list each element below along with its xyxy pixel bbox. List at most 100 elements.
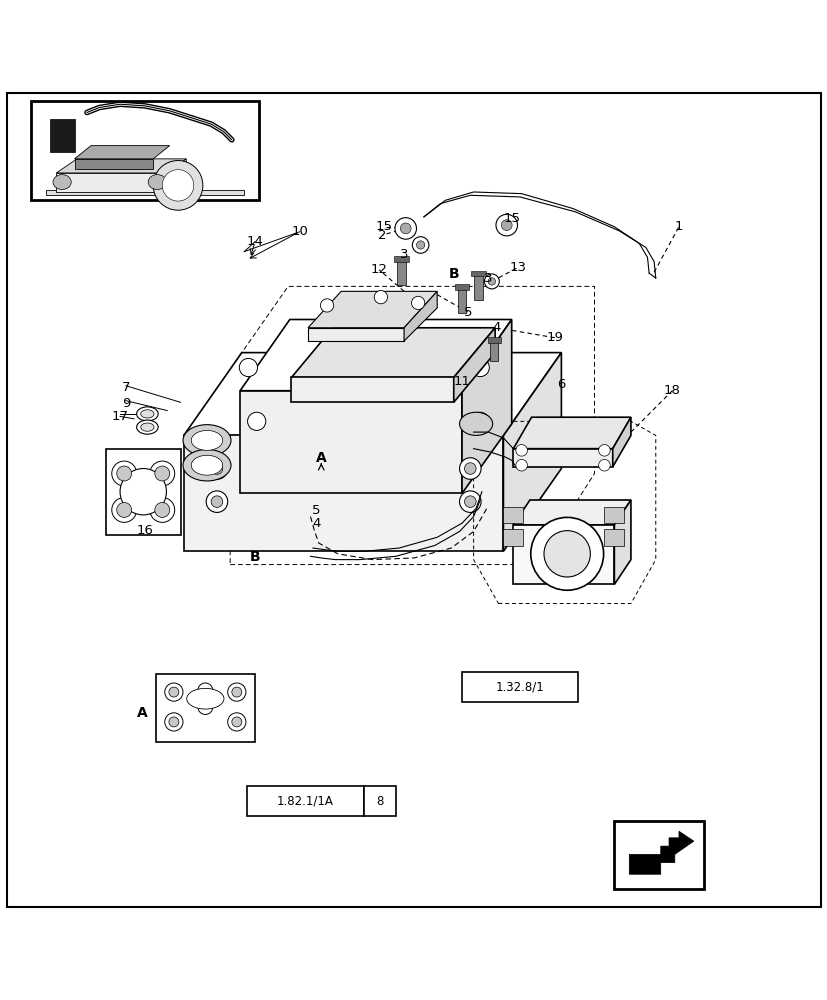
Ellipse shape xyxy=(459,412,492,435)
Text: 1.32.8/1: 1.32.8/1 xyxy=(495,681,543,694)
Circle shape xyxy=(247,412,265,430)
Ellipse shape xyxy=(136,407,158,421)
Polygon shape xyxy=(308,328,404,341)
Bar xyxy=(246,786,364,816)
Circle shape xyxy=(206,458,227,479)
Text: 13: 13 xyxy=(509,261,526,274)
Ellipse shape xyxy=(183,425,231,456)
Polygon shape xyxy=(404,291,437,341)
Circle shape xyxy=(155,466,170,481)
Text: 18: 18 xyxy=(663,384,680,397)
Polygon shape xyxy=(503,353,561,551)
Circle shape xyxy=(155,502,170,517)
Ellipse shape xyxy=(187,688,223,709)
Circle shape xyxy=(198,683,213,698)
Bar xyxy=(503,507,523,523)
Text: 7: 7 xyxy=(122,381,130,394)
Text: B: B xyxy=(448,267,458,281)
Ellipse shape xyxy=(162,170,194,201)
Circle shape xyxy=(117,502,131,517)
Circle shape xyxy=(501,220,511,230)
Circle shape xyxy=(412,237,428,253)
Polygon shape xyxy=(240,391,461,493)
Polygon shape xyxy=(74,146,170,159)
Text: A: A xyxy=(316,451,326,465)
Polygon shape xyxy=(513,417,630,449)
Text: 1.82.1/1A: 1.82.1/1A xyxy=(277,795,333,808)
Ellipse shape xyxy=(141,423,154,431)
Circle shape xyxy=(320,299,333,312)
Text: 4: 4 xyxy=(492,321,500,334)
Circle shape xyxy=(495,214,517,236)
Circle shape xyxy=(227,713,246,731)
Text: 12: 12 xyxy=(370,263,387,276)
Circle shape xyxy=(598,445,609,456)
Text: 9: 9 xyxy=(122,397,130,410)
Polygon shape xyxy=(155,674,255,742)
Bar xyxy=(364,786,395,816)
Circle shape xyxy=(198,700,213,714)
Text: A: A xyxy=(137,706,147,720)
Ellipse shape xyxy=(191,455,222,475)
Ellipse shape xyxy=(183,449,231,481)
Text: 8: 8 xyxy=(376,795,383,808)
Polygon shape xyxy=(614,500,630,584)
Polygon shape xyxy=(165,159,186,192)
Polygon shape xyxy=(74,159,153,169)
Text: B: B xyxy=(250,550,260,564)
Circle shape xyxy=(515,445,527,456)
Polygon shape xyxy=(513,525,614,584)
Circle shape xyxy=(211,496,222,507)
Circle shape xyxy=(411,296,424,310)
Polygon shape xyxy=(612,417,630,467)
Bar xyxy=(487,337,500,343)
Circle shape xyxy=(150,461,174,486)
Polygon shape xyxy=(56,159,186,173)
Polygon shape xyxy=(308,291,437,328)
Polygon shape xyxy=(461,319,511,493)
Polygon shape xyxy=(291,328,495,377)
Text: 1: 1 xyxy=(674,220,682,233)
Circle shape xyxy=(206,491,227,512)
Bar xyxy=(471,271,485,276)
Bar xyxy=(31,101,259,200)
Text: 3: 3 xyxy=(484,272,492,285)
Bar xyxy=(397,260,405,285)
Circle shape xyxy=(169,717,179,727)
Bar xyxy=(454,284,469,290)
Text: 5: 5 xyxy=(312,504,320,517)
Bar xyxy=(457,288,466,313)
Text: 16: 16 xyxy=(136,524,153,537)
Ellipse shape xyxy=(136,420,158,434)
Circle shape xyxy=(165,713,183,731)
Text: 2: 2 xyxy=(378,229,386,242)
Circle shape xyxy=(150,498,174,522)
Circle shape xyxy=(112,498,136,522)
Text: 4: 4 xyxy=(312,517,320,530)
Text: 15: 15 xyxy=(375,220,392,233)
Polygon shape xyxy=(240,319,511,391)
Bar xyxy=(394,256,409,262)
Bar xyxy=(614,821,703,889)
Circle shape xyxy=(464,463,476,474)
Circle shape xyxy=(459,458,480,479)
Circle shape xyxy=(227,683,246,701)
Circle shape xyxy=(484,274,499,289)
Circle shape xyxy=(117,466,131,481)
Circle shape xyxy=(232,717,241,727)
Circle shape xyxy=(399,223,410,234)
Polygon shape xyxy=(184,353,561,435)
Ellipse shape xyxy=(148,175,166,190)
Polygon shape xyxy=(513,500,630,525)
Text: 3: 3 xyxy=(399,248,408,261)
Circle shape xyxy=(120,469,166,515)
Bar xyxy=(604,529,624,546)
Text: 17: 17 xyxy=(112,410,128,423)
Circle shape xyxy=(459,491,480,512)
Circle shape xyxy=(515,459,527,471)
Polygon shape xyxy=(453,328,495,402)
Circle shape xyxy=(169,687,179,697)
Text: 5: 5 xyxy=(463,306,471,319)
Ellipse shape xyxy=(543,531,590,577)
Ellipse shape xyxy=(530,517,603,590)
